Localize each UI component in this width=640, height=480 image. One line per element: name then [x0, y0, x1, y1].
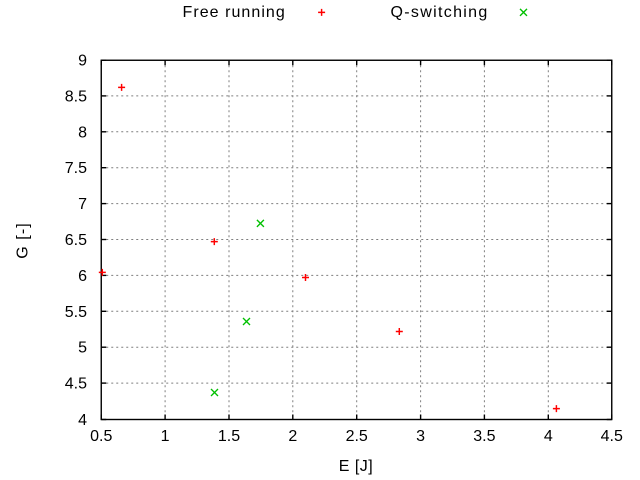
svg-text:9: 9: [78, 53, 87, 70]
svg-text:Free running: Free running: [183, 4, 286, 21]
svg-text:E [J]: E [J]: [339, 458, 374, 475]
svg-text:4: 4: [544, 428, 553, 445]
svg-text:3: 3: [416, 428, 425, 445]
svg-text:8: 8: [78, 124, 87, 141]
svg-text:5: 5: [78, 340, 87, 357]
svg-text:4: 4: [78, 412, 87, 429]
svg-text:Q-switching: Q-switching: [391, 4, 489, 21]
svg-text:4.5: 4.5: [601, 428, 623, 445]
svg-text:7.5: 7.5: [65, 160, 87, 177]
svg-text:3.5: 3.5: [473, 428, 495, 445]
svg-text:2.5: 2.5: [346, 428, 368, 445]
svg-text:1.5: 1.5: [218, 428, 240, 445]
svg-text:G [-]: G [-]: [15, 222, 32, 259]
svg-text:5.5: 5.5: [65, 304, 87, 321]
svg-text:6.5: 6.5: [65, 232, 87, 249]
svg-text:1: 1: [161, 428, 170, 445]
svg-text:8.5: 8.5: [65, 88, 87, 105]
svg-text:0.5: 0.5: [90, 428, 112, 445]
svg-text:7: 7: [78, 196, 87, 213]
svg-text:6: 6: [78, 268, 87, 285]
svg-text:4.5: 4.5: [65, 376, 87, 393]
svg-text:2: 2: [288, 428, 297, 445]
